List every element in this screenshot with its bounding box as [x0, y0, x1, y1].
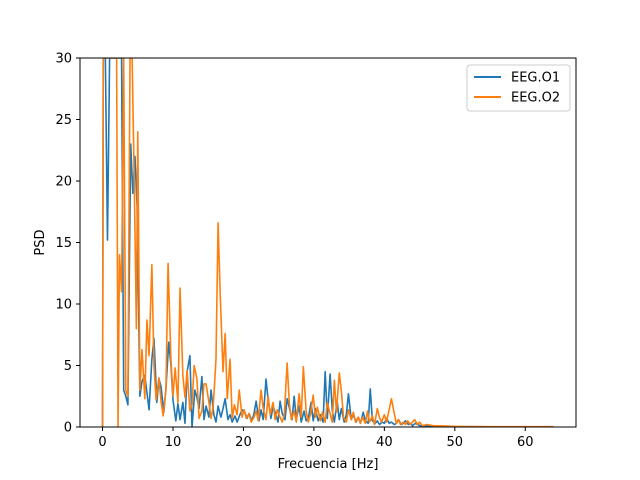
x-tick-label: 60 — [517, 435, 534, 450]
x-tick-label: 20 — [235, 435, 252, 450]
x-tick-label: 40 — [376, 435, 393, 450]
series-line-eeg-o2 — [101, 58, 554, 427]
x-axis: 0 10 20 30 40 50 60 — [98, 427, 534, 450]
x-tick-label: 50 — [447, 435, 464, 450]
y-tick-label: 0 — [64, 421, 72, 436]
x-tick-label: 0 — [98, 435, 106, 450]
legend-label-eeg-o2: EEG.O2 — [511, 91, 560, 106]
x-tick-label: 30 — [306, 435, 323, 450]
y-tick-label: 5 — [64, 359, 72, 374]
series-layer — [101, 58, 554, 427]
y-tick-label: 15 — [55, 236, 72, 251]
x-axis-label: Frecuencia [Hz] — [278, 457, 379, 472]
y-axis-label: PSD — [33, 229, 48, 255]
legend: EEG.O1 EEG.O2 — [466, 64, 571, 112]
y-tick-label: 25 — [55, 113, 72, 128]
y-axis: 0 5 10 15 20 25 30 — [55, 52, 80, 436]
y-tick-label: 30 — [55, 52, 72, 67]
y-tick-label: 20 — [55, 175, 72, 190]
x-tick-label: 10 — [165, 435, 182, 450]
y-tick-label: 10 — [55, 298, 72, 313]
legend-label-eeg-o1: EEG.O1 — [511, 71, 560, 86]
